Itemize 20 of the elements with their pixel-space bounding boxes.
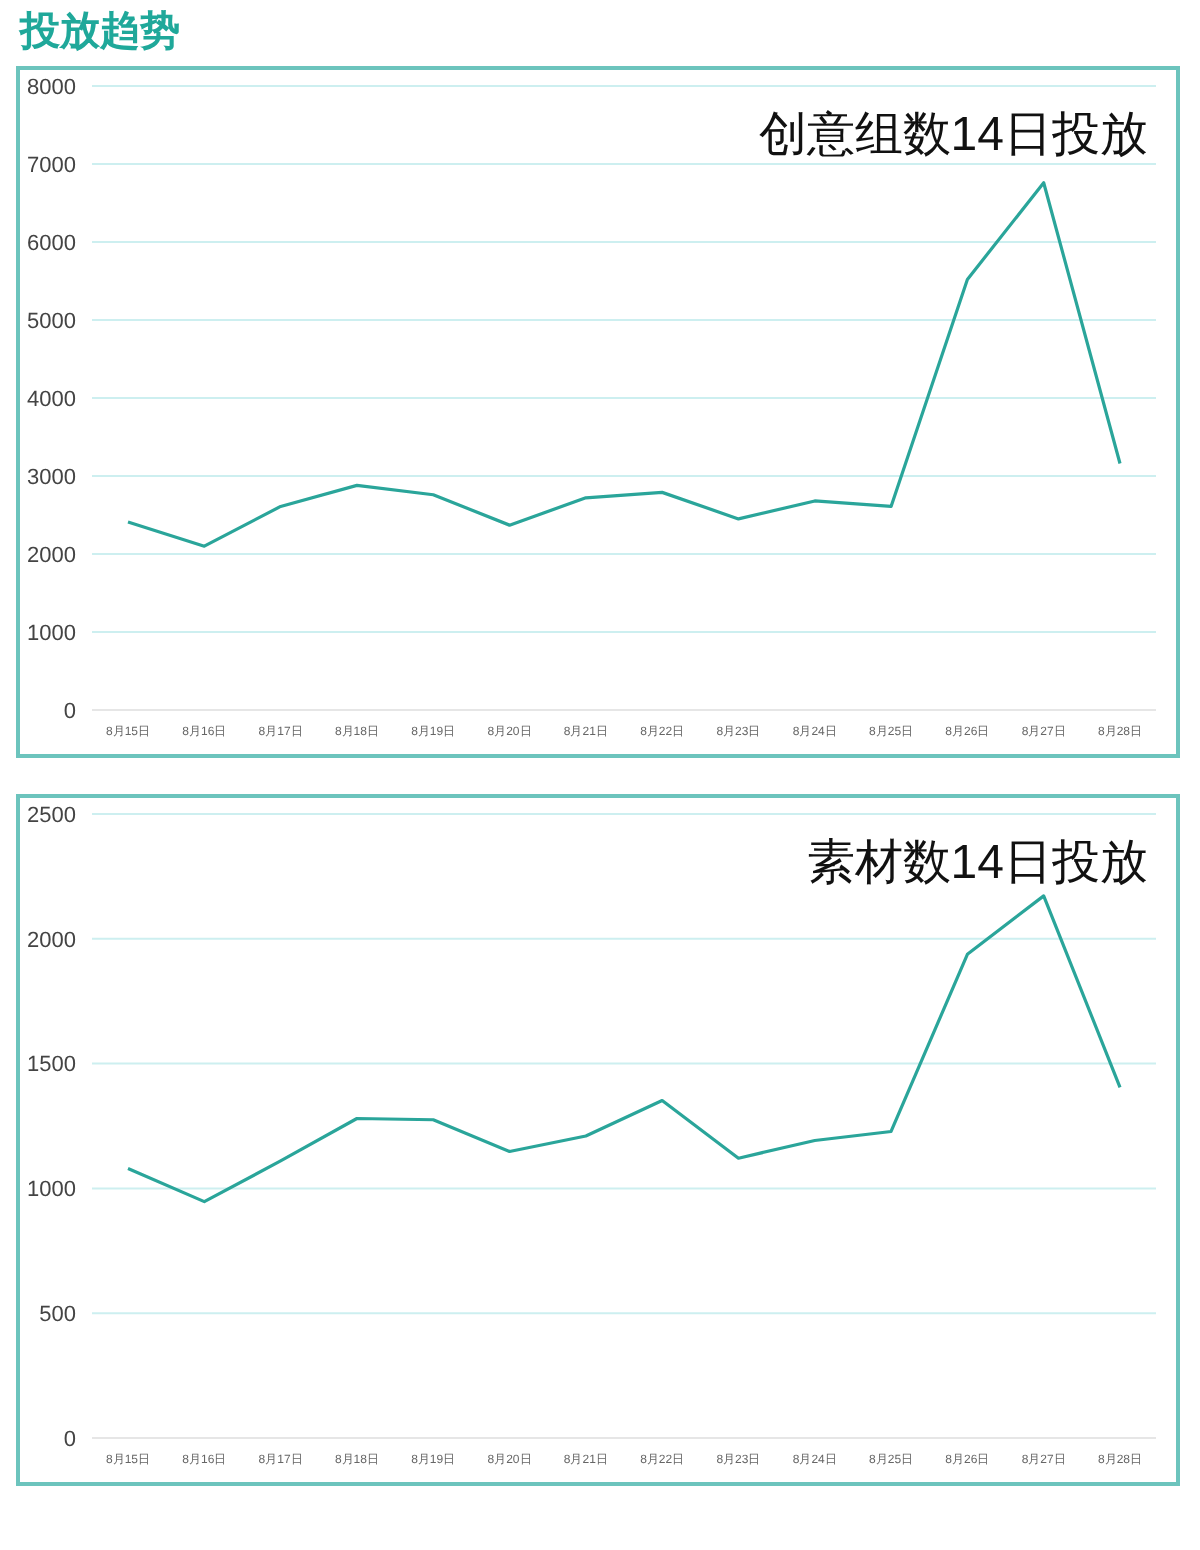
text: 创意组数14日投放 bbox=[758, 106, 1148, 166]
y-tick-label: 4000 bbox=[27, 387, 76, 412]
y-tick-label: 1000 bbox=[27, 1178, 76, 1203]
y-tick-label: 2000 bbox=[27, 928, 76, 953]
y-tick-label: 2000 bbox=[27, 543, 76, 568]
line-series bbox=[126, 894, 1122, 1204]
y-tick-label: 1500 bbox=[27, 1053, 76, 1078]
y-tick-label: 0 bbox=[63, 699, 76, 724]
y-tick-label: 2500 bbox=[27, 803, 76, 828]
y-tick-label: 1000 bbox=[27, 621, 76, 646]
y-tick-label: 7000 bbox=[27, 153, 76, 178]
y-tick-label: 3000 bbox=[27, 465, 76, 490]
y-tick-label: 0 bbox=[63, 1427, 76, 1452]
chart-title: 投放趋势 bbox=[20, 8, 182, 58]
y-tick-label: 8000 bbox=[27, 75, 76, 100]
y-tick-label: 6000 bbox=[27, 231, 76, 256]
text: 素材数14日投放 bbox=[806, 834, 1148, 894]
line-series bbox=[126, 181, 1122, 548]
y-tick-label: 5000 bbox=[27, 309, 76, 334]
y-tick-label: 500 bbox=[39, 1303, 76, 1328]
